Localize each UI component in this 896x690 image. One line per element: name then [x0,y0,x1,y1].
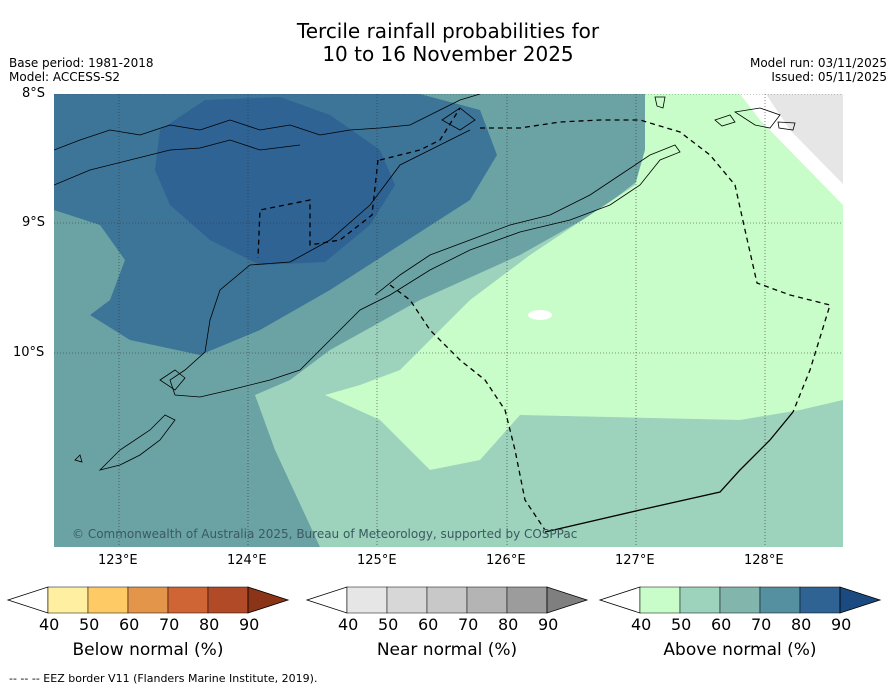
colorbar-below-low-arrow [6,586,49,614]
colorbar-near-tick: 50 [378,615,399,634]
colorbar-above-segment [759,586,801,614]
colorbar-above-segment [799,586,841,614]
colorbar-below-tick: 70 [159,615,180,634]
meta-right: Model run: 03/11/2025 Issued: 05/11/2025 [750,56,887,84]
model-name: Model: ACCESS-S2 [9,70,121,84]
base-period: Base period: 1981-2018 [9,56,154,70]
colorbar-below-tick: 80 [199,615,220,634]
colorbar-near-tick: 90 [538,615,559,634]
colorbar-near-tick: 60 [418,615,439,634]
colorbar-near-tick: 70 [458,615,479,634]
title-line-2: 10 to 16 November 2025 [322,42,574,66]
colorbar-near-low-arrow [305,586,348,614]
colorbar-above-tick: 90 [831,615,852,634]
colorbar-below-segment [127,586,169,614]
region-above-80-90 [155,97,395,265]
colorbar-near-segment [466,586,508,614]
lon-label-124e: 124°E [227,553,267,568]
lat-label-8s: 8°S [22,86,46,101]
model-run: Model run: 03/11/2025 [749,56,887,70]
lon-label-125e: 125°E [357,553,397,568]
map-area [54,94,843,547]
region-above-40-50 [325,94,843,470]
colorbar-above-tick: 80 [791,615,812,634]
colorbar-near [305,586,589,614]
colorbar-above-tick: 60 [711,615,732,634]
colorbar-near-segment [426,586,468,614]
colorbar-below-high-arrow [247,586,290,614]
colorbar-near-title: Near normal (%) [376,640,518,660]
colorbar-above-tick: 70 [751,615,772,634]
lon-label-128e: 128°E [744,553,784,568]
colorbars [6,586,882,614]
colorbar-above-tick: 40 [631,615,652,634]
copyright-notice: © Commonwealth of Australia 2025, Bureau… [72,527,578,541]
colorbar-above-segment [639,586,681,614]
colorbar-above-tick: 50 [671,615,692,634]
lon-label-123e: 123°E [98,553,138,568]
colorbar-below-segment [167,586,209,614]
colorbar-near-segment [346,586,388,614]
lat-label-9s: 9°S [22,215,46,230]
eez-border-solid [544,411,794,533]
colorbar-above [598,586,882,614]
colorbar-above-high-arrow [839,586,882,614]
white-blob [528,310,552,320]
eez-border [257,107,831,531]
colorbar-below-segment [207,586,249,614]
lon-label-126e: 126°E [486,553,526,568]
colorbar-near-tick: 80 [498,615,519,634]
colorbar-above-segment [679,586,721,614]
colorbar-above-title: Above normal (%) [663,640,817,660]
map-title: Tercile rainfall probabilities for 10 to… [0,20,896,66]
title-line-1: Tercile rainfall probabilities for [296,19,600,43]
colorbar-below-title: Below normal (%) [72,640,224,660]
colorbar-below-segment [47,586,89,614]
colorbar-near-segment [386,586,428,614]
colorbar-below-tick: 50 [79,615,100,634]
colorbar-below-tick: 40 [39,615,60,634]
eez-footer: -- -- -- EEZ border V11 (Flanders Marine… [9,672,318,685]
colorbar-above-low-arrow [598,586,641,614]
colorbar-below-tick: 90 [239,615,260,634]
colorbar-below [6,586,290,614]
region-near-40-50 [766,94,843,184]
colorbar-below-tick: 60 [119,615,140,634]
colorbar-below-segment [87,586,129,614]
lon-label-127e: 127°E [615,553,655,568]
colorbar-near-high-arrow [546,586,589,614]
colorbar-near-tick: 40 [338,615,359,634]
colorbar-near-segment [506,586,548,614]
colorbar-above-segment [719,586,761,614]
issued-date: Issued: 05/11/2025 [771,70,887,84]
region-west-60-70 [54,210,125,335]
lat-label-10s: 10°S [13,345,45,360]
coastlines [54,94,796,471]
meta-left: Base period: 1981-2018 Model: ACCESS-S2 [9,56,154,84]
